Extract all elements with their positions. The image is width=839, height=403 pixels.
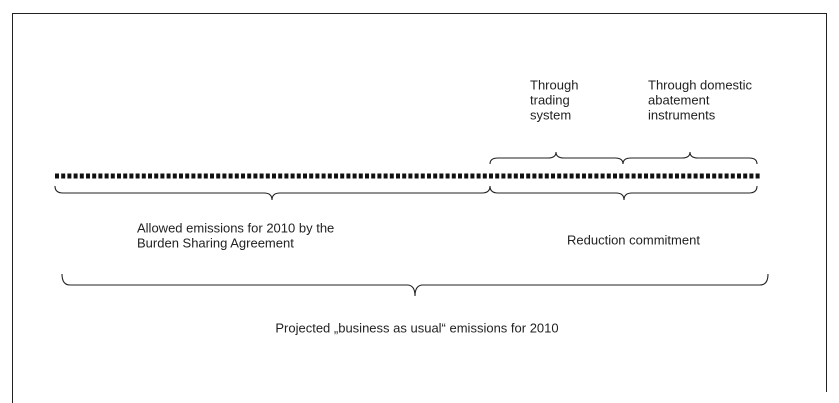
- label-line: abatement: [648, 92, 710, 107]
- label-line: instruments: [648, 107, 716, 122]
- label-line: trading: [530, 92, 570, 107]
- label-line: Through domestic: [648, 77, 753, 92]
- brace: [622, 151, 758, 165]
- brace: [61, 273, 769, 297]
- label: Projected „business as usual“ emissions …: [275, 320, 558, 335]
- frame: [12, 13, 827, 403]
- label: Reduction commitment: [567, 232, 700, 247]
- label-line: system: [530, 107, 571, 122]
- brace: [489, 185, 758, 201]
- brace: [489, 151, 624, 165]
- braces: [54, 151, 769, 297]
- label-line: Through: [530, 77, 578, 92]
- label-line: Allowed emissions for 2010 by the: [137, 220, 334, 235]
- brace: [54, 185, 491, 201]
- label-line: Burden Sharing Agreement: [137, 235, 294, 250]
